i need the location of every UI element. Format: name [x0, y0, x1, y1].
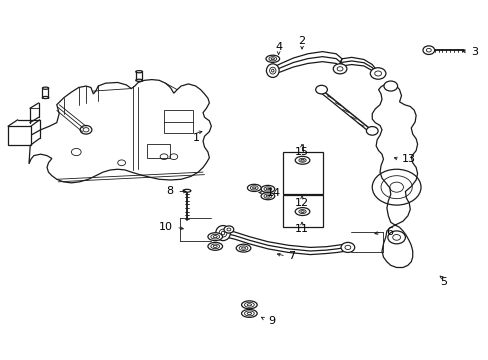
Text: 3: 3 — [470, 46, 477, 57]
Bar — [163, 110, 193, 134]
Circle shape — [383, 81, 397, 91]
Circle shape — [224, 226, 233, 233]
Ellipse shape — [183, 189, 190, 192]
Ellipse shape — [265, 55, 279, 62]
Text: 5: 5 — [439, 277, 446, 287]
Text: 8: 8 — [166, 186, 173, 197]
Circle shape — [422, 46, 434, 54]
Ellipse shape — [247, 184, 261, 192]
Circle shape — [366, 127, 377, 135]
Text: 4: 4 — [275, 42, 282, 52]
Ellipse shape — [295, 208, 309, 216]
Ellipse shape — [207, 242, 222, 250]
Text: 13: 13 — [401, 154, 415, 164]
Circle shape — [340, 242, 354, 252]
Text: 15: 15 — [294, 147, 308, 157]
Ellipse shape — [215, 226, 230, 240]
Text: 11: 11 — [294, 225, 308, 234]
Polygon shape — [8, 126, 31, 145]
Ellipse shape — [241, 301, 257, 309]
Ellipse shape — [207, 233, 222, 240]
Text: 12: 12 — [294, 198, 308, 208]
Circle shape — [315, 85, 327, 94]
Ellipse shape — [261, 185, 274, 193]
Polygon shape — [371, 83, 417, 267]
Text: 9: 9 — [267, 316, 274, 325]
Ellipse shape — [266, 64, 279, 77]
Text: 1: 1 — [193, 133, 200, 143]
Circle shape — [332, 64, 346, 74]
Bar — [282, 152, 322, 194]
Ellipse shape — [241, 310, 257, 318]
Text: 10: 10 — [158, 222, 172, 232]
Circle shape — [83, 128, 89, 132]
Ellipse shape — [236, 244, 250, 252]
Text: 14: 14 — [266, 188, 280, 198]
Text: 2: 2 — [298, 36, 305, 46]
Bar — [147, 144, 170, 158]
Circle shape — [369, 68, 385, 79]
Circle shape — [387, 231, 405, 244]
Ellipse shape — [261, 193, 274, 200]
Polygon shape — [29, 80, 211, 183]
Text: 6: 6 — [385, 227, 392, 237]
Text: 7: 7 — [288, 251, 295, 261]
Ellipse shape — [295, 156, 309, 164]
Bar — [282, 195, 322, 227]
